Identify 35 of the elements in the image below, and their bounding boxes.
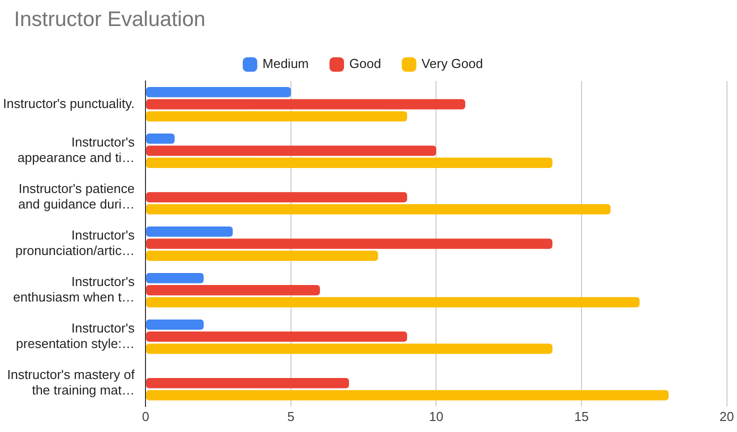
- bar: [146, 297, 640, 308]
- bar: [146, 272, 204, 284]
- legend-label: Very Good: [422, 56, 483, 72]
- bar: [146, 378, 349, 388]
- bar: [146, 111, 408, 122]
- bar: [146, 390, 669, 400]
- bar: [146, 319, 204, 330]
- y-tick-label: Instructor's pronunciation/artic…: [15, 227, 136, 258]
- bar: [146, 238, 552, 249]
- bar: [146, 99, 466, 110]
- y-tick-label: Instructor's patience and guidance duri…: [18, 180, 135, 212]
- bar: [146, 87, 291, 98]
- bar: [146, 226, 233, 237]
- x-tick-label: 10: [428, 408, 444, 424]
- y-tick-label: Instructor's appearance and ti…: [17, 134, 136, 166]
- bar: [146, 285, 320, 296]
- y-tick-label: Instructor's presentation style:…: [16, 320, 136, 352]
- y-tick-label: Instructor's mastery of the training mat…: [7, 366, 135, 398]
- legend-label: Good: [349, 56, 382, 72]
- bar: [146, 158, 552, 168]
- bar: [146, 250, 378, 261]
- y-tick-label: Instructor's punctuality.: [2, 96, 135, 111]
- bar: [146, 192, 408, 202]
- chart-title: Instructor Evaluation: [14, 8, 206, 32]
- bar: [146, 332, 408, 342]
- x-tick-label: 20: [720, 408, 734, 424]
- x-tick-label: 15: [574, 408, 589, 424]
- bar: [146, 204, 611, 214]
- bar: [146, 134, 175, 144]
- y-tick-label: Instructor's enthusiasm when t…: [13, 274, 136, 305]
- bar: [146, 146, 436, 156]
- bar: [146, 344, 552, 354]
- legend-label: Medium: [262, 56, 309, 72]
- x-tick-label: 5: [287, 408, 294, 424]
- x-tick-label: 0: [142, 408, 150, 424]
